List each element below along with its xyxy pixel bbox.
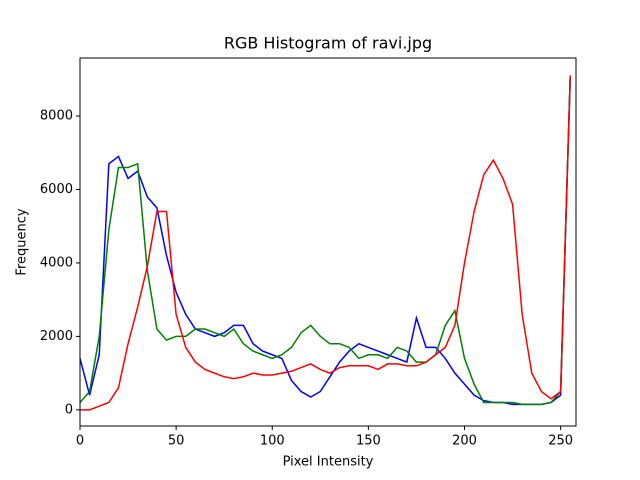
y-tick-label: 8000 [40, 109, 73, 124]
x-tick-label: 0 [76, 434, 84, 449]
x-tick-label: 150 [356, 434, 381, 449]
series-line [80, 75, 571, 411]
y-tick-label: 2000 [40, 329, 73, 344]
plot-frame [79, 57, 577, 427]
y-tick-label: 0 [65, 402, 73, 417]
x-tick-label: 250 [548, 434, 573, 449]
x-tick-label: 200 [452, 434, 477, 449]
y-tick-label: 6000 [40, 182, 73, 197]
x-tick-label: 50 [168, 434, 185, 449]
y-tick-label: 4000 [40, 255, 73, 270]
series-line [79, 79, 571, 406]
y-axis-label: Frequency [15, 208, 30, 275]
x-axis-label: Pixel Intensity [283, 455, 374, 470]
chart-title: RGB Histogram of ravi.jpg [224, 34, 432, 53]
x-tick-label: 100 [260, 434, 285, 449]
series-line [79, 75, 571, 406]
